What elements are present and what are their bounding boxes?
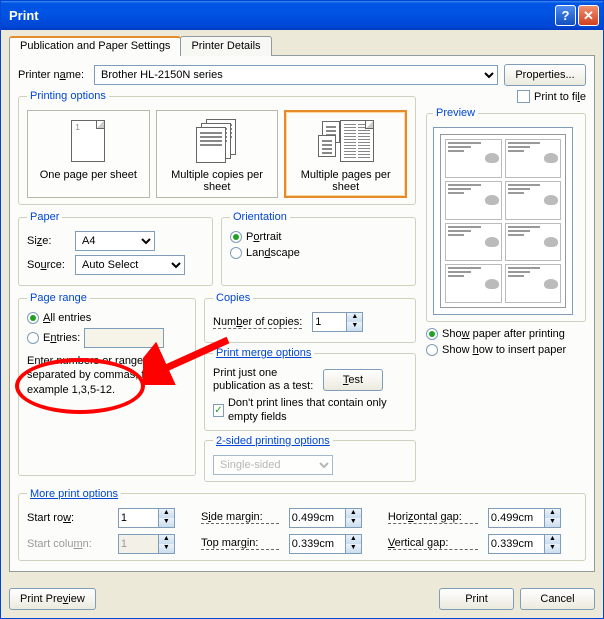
layout-multiple-pages-label: Multiple pages per sheet bbox=[289, 169, 402, 193]
start-col-spinner: ▲▼ bbox=[118, 534, 191, 554]
window-title: Print bbox=[9, 8, 553, 23]
merge-group: Print merge options Print just one publi… bbox=[204, 347, 416, 431]
page-range-hint: Enter numbers or ranges separated by com… bbox=[27, 354, 187, 397]
spin-up-icon[interactable]: ▲ bbox=[347, 313, 362, 322]
dont-print-empty-check[interactable]: ✓Don't print lines that contain only emp… bbox=[213, 397, 407, 423]
copies-label: Number of copies: bbox=[213, 316, 302, 329]
start-col-label: Start column: bbox=[27, 538, 108, 550]
preview-image bbox=[433, 127, 573, 315]
tab-strip: Publication and Paper Settings Printer D… bbox=[9, 36, 595, 56]
page-range-group: Page range All entries Entries: Enter nu… bbox=[18, 292, 196, 476]
side-margin-label: Side margin: bbox=[201, 511, 279, 524]
merge-legend: Print merge options bbox=[213, 347, 314, 359]
show-how-insert-radio[interactable]: Show how to insert paper bbox=[426, 344, 586, 356]
close-icon[interactable]: ✕ bbox=[578, 5, 599, 26]
paper-size-label: Size: bbox=[27, 235, 71, 247]
help-icon[interactable]: ? bbox=[555, 5, 576, 26]
print-to-file-check[interactable]: Print to file bbox=[426, 90, 586, 103]
top-margin-spinner[interactable]: ▲▼ bbox=[289, 534, 378, 554]
orientation-legend: Orientation bbox=[230, 211, 290, 223]
test-button[interactable]: Test bbox=[323, 369, 383, 391]
print-button[interactable]: Print bbox=[439, 588, 514, 610]
start-row-label: Start row: bbox=[27, 512, 108, 524]
printing-options-legend: Printing options bbox=[27, 90, 109, 102]
vgap-label: Vertical gap: bbox=[388, 537, 478, 550]
print-preview-button[interactable]: Print Preview bbox=[9, 588, 96, 610]
layout-one-page[interactable]: 1 One page per sheet bbox=[27, 110, 150, 198]
copies-spinner[interactable]: ▲▼ bbox=[312, 312, 363, 332]
copies-group: Copies Number of copies: ▲▼ bbox=[204, 292, 416, 343]
properties-button[interactable]: Properties... bbox=[504, 64, 586, 86]
paper-size-select[interactable]: A4 bbox=[75, 231, 155, 251]
tab-panel: Printer name: Brother HL-2150N series Pr… bbox=[9, 55, 595, 572]
twosided-group: 2-sided printing options Single-sided bbox=[204, 435, 416, 482]
layout-multiple-pages[interactable]: Multiple pages per sheet bbox=[284, 110, 407, 198]
paper-legend: Paper bbox=[27, 211, 62, 223]
twosided-select: Single-sided bbox=[213, 455, 333, 475]
paper-source-select[interactable]: Auto Select bbox=[75, 255, 185, 275]
cancel-button[interactable]: Cancel bbox=[520, 588, 595, 610]
top-margin-label: Top margin: bbox=[201, 537, 279, 550]
layout-one-page-label: One page per sheet bbox=[32, 169, 145, 181]
printing-options-group: Printing options 1 One page per sheet Mu… bbox=[18, 90, 416, 205]
orientation-portrait[interactable]: Portrait bbox=[230, 231, 407, 243]
page-range-legend: Page range bbox=[27, 292, 90, 304]
tab-settings[interactable]: Publication and Paper Settings bbox=[9, 36, 181, 56]
printer-name-select[interactable]: Brother HL-2150N series bbox=[94, 65, 498, 85]
preview-group: Preview bbox=[426, 107, 586, 322]
layout-multiple-copies[interactable]: Multiple copies per sheet bbox=[156, 110, 279, 198]
paper-group: Paper Size: A4 Source: Auto Select bbox=[18, 211, 213, 286]
hgap-spinner[interactable]: ▲▼ bbox=[488, 508, 577, 528]
spin-down-icon[interactable]: ▼ bbox=[347, 322, 362, 331]
page-range-entries[interactable]: Entries: bbox=[27, 328, 187, 348]
preview-legend: Preview bbox=[433, 107, 478, 119]
vgap-spinner[interactable]: ▲▼ bbox=[488, 534, 577, 554]
print-dialog: Print ? ✕ Publication and Paper Settings… bbox=[0, 0, 604, 619]
twosided-legend: 2-sided printing options bbox=[213, 435, 333, 447]
more-options-group: More print options Start row: ▲▼ Side ma… bbox=[18, 488, 586, 561]
orientation-group: Orientation Portrait Landscape bbox=[221, 211, 416, 286]
tab-printer-details[interactable]: Printer Details bbox=[180, 36, 271, 56]
titlebar: Print ? ✕ bbox=[1, 1, 603, 30]
start-row-spinner[interactable]: ▲▼ bbox=[118, 508, 191, 528]
layout-multiple-copies-label: Multiple copies per sheet bbox=[161, 169, 274, 193]
more-options-legend: More print options bbox=[27, 488, 121, 500]
show-paper-after-radio[interactable]: Show paper after printing bbox=[426, 328, 586, 340]
test-hint: Print just one publication as a test: bbox=[213, 367, 323, 393]
printer-name-label: Printer name: bbox=[18, 69, 84, 81]
copies-legend: Copies bbox=[213, 292, 253, 304]
paper-source-label: Source: bbox=[27, 259, 71, 271]
hgap-label: Horizontal gap: bbox=[388, 511, 478, 524]
side-margin-spinner[interactable]: ▲▼ bbox=[289, 508, 378, 528]
orientation-landscape[interactable]: Landscape bbox=[230, 247, 407, 259]
entries-input[interactable] bbox=[84, 328, 164, 348]
page-range-all[interactable]: All entries bbox=[27, 312, 187, 324]
